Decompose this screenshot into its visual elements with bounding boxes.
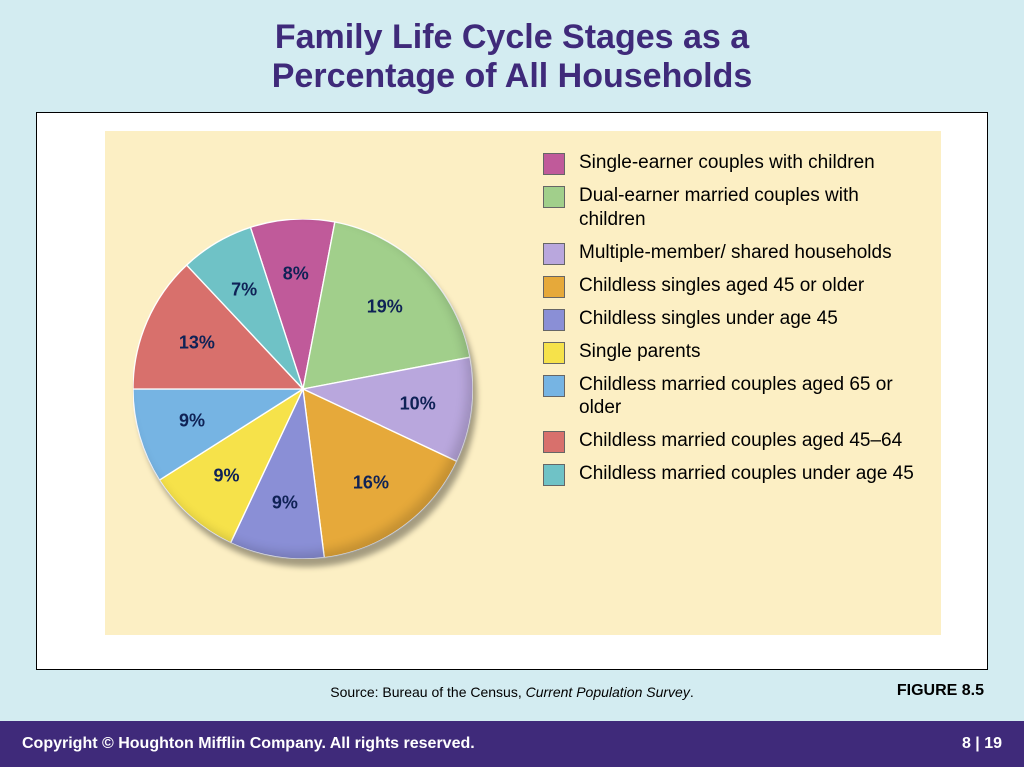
- legend-swatch: [543, 186, 565, 208]
- legend-row: Childless singles under age 45: [543, 307, 923, 331]
- slice-label: 16%: [353, 472, 389, 493]
- legend-row: Childless married couples aged 45–64: [543, 429, 923, 453]
- slice-label: 9%: [272, 493, 298, 514]
- legend-swatch: [543, 375, 565, 397]
- title-line-1: Family Life Cycle Stages as a: [275, 18, 749, 56]
- legend-row: Single-earner couples with children: [543, 151, 923, 175]
- slice-label: 9%: [214, 465, 240, 486]
- legend-row: Childless singles aged 45 or older: [543, 274, 923, 298]
- source-suffix: .: [690, 684, 694, 700]
- legend-swatch: [543, 342, 565, 364]
- slice-label: 9%: [179, 411, 205, 432]
- page-number: 8 | 19: [962, 735, 1002, 753]
- legend-swatch: [543, 276, 565, 298]
- page-prefix: 8 |: [962, 735, 984, 752]
- legend-text: Single parents: [579, 340, 700, 364]
- chart-panel: 8% 19% 10% 16% 9% 9% 9% 13% 7% Single-earner cou…: [105, 131, 941, 635]
- legend-swatch: [543, 153, 565, 175]
- legend-text: Childless singles aged 45 or older: [579, 274, 864, 298]
- legend-row: Single parents: [543, 340, 923, 364]
- legend-row: Childless married couples under age 45: [543, 462, 923, 486]
- figure-label: FIGURE 8.5: [897, 682, 984, 700]
- legend-text: Childless singles under age 45: [579, 307, 838, 331]
- legend-row: Childless married couples aged 65 or old…: [543, 373, 923, 421]
- legend-text: Childless married couples aged 45–64: [579, 429, 902, 453]
- legend-row: Multiple-member/ shared households: [543, 241, 923, 265]
- legend-text: Childless married couples aged 65 or old…: [579, 373, 923, 421]
- legend-swatch: [543, 464, 565, 486]
- legend-text: Single-earner couples with children: [579, 151, 875, 175]
- source-ital: Current Population Survey: [526, 684, 690, 700]
- legend-swatch: [543, 243, 565, 265]
- page-num: 19: [984, 735, 1002, 752]
- slice-label: 8%: [283, 263, 309, 284]
- legend: Single-earner couples with children Dual-…: [543, 151, 923, 495]
- legend-swatch: [543, 309, 565, 331]
- under-chart-row: Source: Bureau of the Census, Current Po…: [36, 684, 988, 700]
- legend-text: Dual-earner married couples with childre…: [579, 184, 923, 232]
- chart-frame: 8% 19% 10% 16% 9% 9% 9% 13% 7% Single-earner cou…: [36, 112, 988, 670]
- legend-row: Dual-earner married couples with childre…: [543, 184, 923, 232]
- slice-label: 10%: [400, 393, 436, 414]
- source-citation: Source: Bureau of the Census, Current Po…: [36, 684, 988, 700]
- page-title: Family Life Cycle Stages as a Percentage…: [0, 0, 1024, 104]
- slice-label: 19%: [367, 297, 403, 318]
- slice-label: 13%: [179, 333, 215, 354]
- copyright-text: Copyright © Houghton Mifflin Company. Al…: [22, 735, 475, 753]
- title-line-2: Percentage of All Households: [272, 57, 753, 95]
- legend-text: Multiple-member/ shared households: [579, 241, 892, 265]
- legend-text: Childless married couples under age 45: [579, 462, 914, 486]
- pie-chart: 8% 19% 10% 16% 9% 9% 9% 13% 7%: [133, 219, 473, 559]
- footer-bar: Copyright © Houghton Mifflin Company. Al…: [0, 721, 1024, 767]
- legend-swatch: [543, 431, 565, 453]
- source-prefix: Source: Bureau of the Census,: [330, 684, 525, 700]
- slice-label: 7%: [231, 279, 257, 300]
